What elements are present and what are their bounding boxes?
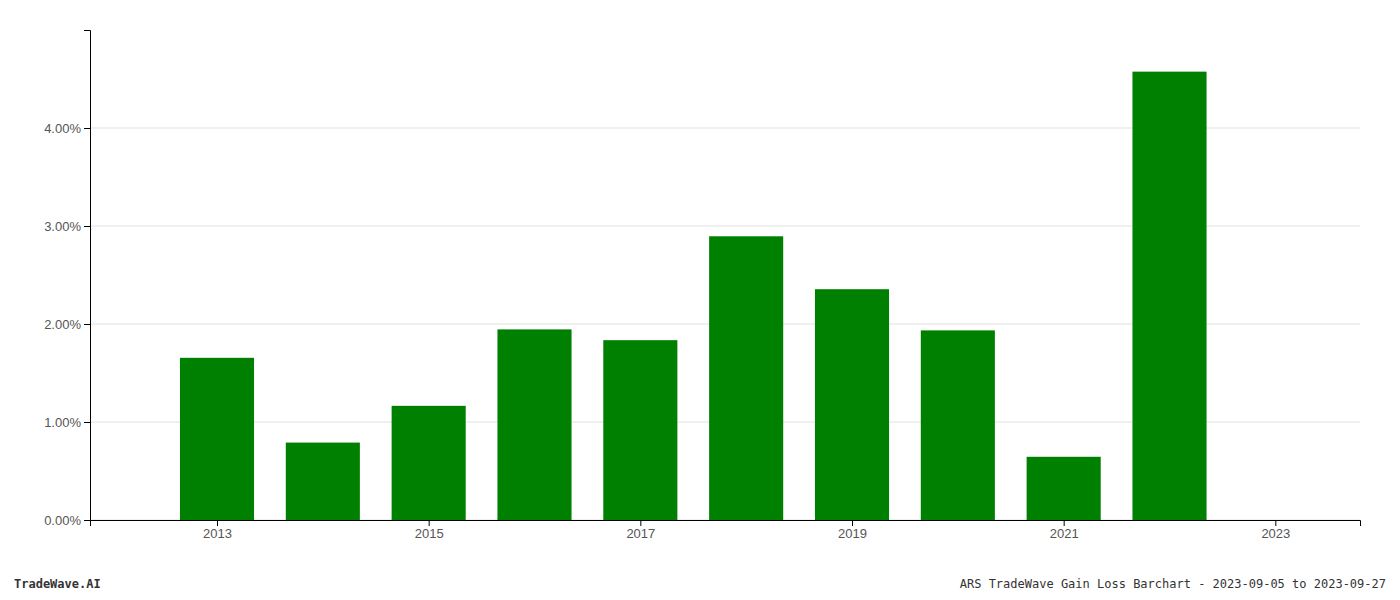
x-axis: 2013 2015 2017 2019 2021 2023: [91, 520, 1361, 541]
chart: 2013 2015 2017 2019 2021 2023 0.00% 1.00% 2.00% 3…: [0, 0, 1400, 600]
x-tick-mark: [640, 520, 641, 526]
x-tick-label: 2017: [626, 526, 655, 541]
x-tick-mark: [852, 520, 853, 526]
footer-left: TradeWave.AI: [14, 577, 101, 591]
x-tick: 2015: [415, 520, 444, 541]
x-tick-label: 2013: [203, 526, 232, 541]
bar: [815, 289, 889, 520]
y-tick-label: 3.00%: [44, 219, 81, 234]
x-tick: 2021: [1050, 520, 1079, 541]
x-tick-mark: [1064, 520, 1065, 526]
bar: [180, 358, 254, 520]
y-tick: 2.00%: [44, 317, 90, 332]
x-tick-label: 2021: [1050, 526, 1079, 541]
y-tick: 0.00%: [44, 513, 90, 528]
x-tick-mark: [217, 520, 218, 526]
y-tick-mark: [84, 422, 90, 423]
bar: [286, 443, 360, 520]
bars: [180, 72, 1207, 520]
x-tick: 2013: [203, 520, 232, 541]
x-tick-mark: [429, 520, 430, 526]
x-tick-label: 2015: [415, 526, 444, 541]
x-tick-label: 2019: [838, 526, 867, 541]
y-axis-line: [84, 31, 91, 521]
bar: [497, 329, 571, 520]
bar: [921, 330, 995, 520]
x-tick: 2019: [838, 520, 867, 541]
y-tick-label: 1.00%: [44, 415, 81, 430]
footer-right: ARS TradeWave Gain Loss Barchart - 2023-…: [960, 577, 1386, 591]
bar: [1132, 72, 1206, 520]
y-tick: 1.00%: [44, 415, 90, 430]
y-tick-label: 4.00%: [44, 121, 81, 136]
x-tick: 2023: [1261, 520, 1290, 541]
y-tick-label: 0.00%: [44, 513, 81, 528]
y-tick-label: 2.00%: [44, 317, 81, 332]
y-tick-mark: [84, 226, 90, 227]
y-tick-mark: [84, 128, 90, 129]
x-tick-mark: [1275, 520, 1276, 526]
y-tick-mark: [84, 324, 90, 325]
y-tick: 3.00%: [44, 219, 90, 234]
bar: [709, 236, 783, 520]
y-axis: 0.00% 1.00% 2.00% 3.00% 4.00%: [44, 31, 90, 528]
x-tick: 2017: [626, 520, 655, 541]
bar: [1027, 457, 1101, 520]
y-tick-mark: [84, 520, 90, 521]
y-tick: 4.00%: [44, 121, 90, 136]
x-axis-line: [91, 521, 1361, 527]
bar: [603, 340, 677, 520]
plot: 2013 2015 2017 2019 2021 2023 0.00% 1.00% 2.00% 3…: [44, 31, 1360, 542]
x-tick-label: 2023: [1261, 526, 1290, 541]
bar: [392, 406, 466, 520]
